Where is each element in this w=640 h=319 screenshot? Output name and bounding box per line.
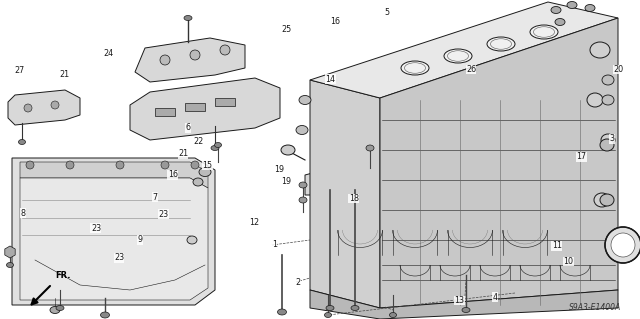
Ellipse shape bbox=[187, 236, 197, 244]
Polygon shape bbox=[20, 162, 208, 188]
Polygon shape bbox=[20, 178, 208, 300]
Polygon shape bbox=[310, 290, 618, 319]
Ellipse shape bbox=[587, 93, 603, 107]
Circle shape bbox=[160, 55, 170, 65]
Ellipse shape bbox=[600, 194, 614, 206]
Polygon shape bbox=[305, 155, 590, 195]
Text: 21: 21 bbox=[178, 149, 188, 158]
Bar bbox=[185, 103, 205, 111]
Ellipse shape bbox=[184, 16, 192, 20]
Text: 16: 16 bbox=[330, 17, 340, 26]
Text: 22: 22 bbox=[193, 137, 204, 146]
Ellipse shape bbox=[600, 139, 614, 151]
Text: 24: 24 bbox=[104, 49, 114, 58]
Ellipse shape bbox=[567, 2, 577, 9]
Ellipse shape bbox=[6, 263, 13, 268]
Circle shape bbox=[220, 45, 230, 55]
Ellipse shape bbox=[462, 308, 470, 313]
Ellipse shape bbox=[366, 145, 374, 151]
Ellipse shape bbox=[444, 49, 472, 63]
Ellipse shape bbox=[193, 178, 203, 186]
Ellipse shape bbox=[299, 95, 311, 105]
Circle shape bbox=[191, 161, 199, 169]
Ellipse shape bbox=[50, 307, 60, 314]
Circle shape bbox=[116, 161, 124, 169]
Ellipse shape bbox=[199, 167, 211, 176]
Ellipse shape bbox=[590, 42, 610, 58]
Text: 6: 6 bbox=[186, 123, 191, 132]
Text: 27: 27 bbox=[14, 66, 24, 75]
Ellipse shape bbox=[601, 134, 615, 146]
Text: 19: 19 bbox=[274, 165, 284, 174]
Text: 3: 3 bbox=[609, 134, 614, 143]
Circle shape bbox=[24, 104, 32, 112]
Text: 23: 23 bbox=[114, 253, 124, 262]
Polygon shape bbox=[130, 78, 280, 140]
Ellipse shape bbox=[56, 306, 64, 310]
Ellipse shape bbox=[551, 6, 561, 13]
Text: 16: 16 bbox=[168, 170, 178, 179]
Polygon shape bbox=[12, 158, 215, 305]
Ellipse shape bbox=[390, 313, 397, 317]
Ellipse shape bbox=[214, 143, 221, 147]
Polygon shape bbox=[8, 90, 80, 125]
Ellipse shape bbox=[594, 193, 610, 207]
Text: 14: 14 bbox=[325, 75, 335, 84]
Ellipse shape bbox=[602, 95, 614, 105]
Text: 1: 1 bbox=[272, 241, 277, 249]
Circle shape bbox=[66, 161, 74, 169]
Circle shape bbox=[26, 161, 34, 169]
Text: FR.: FR. bbox=[55, 271, 70, 280]
Ellipse shape bbox=[324, 313, 332, 317]
Ellipse shape bbox=[100, 312, 109, 318]
Bar bbox=[155, 108, 175, 116]
Text: 4: 4 bbox=[493, 293, 498, 302]
Ellipse shape bbox=[401, 61, 429, 75]
Circle shape bbox=[611, 233, 635, 257]
Ellipse shape bbox=[555, 19, 565, 26]
Circle shape bbox=[605, 227, 640, 263]
Text: S9A3-E1400A: S9A3-E1400A bbox=[569, 303, 621, 313]
Text: 8: 8 bbox=[20, 209, 26, 218]
Text: 7: 7 bbox=[152, 193, 157, 202]
Text: 19: 19 bbox=[282, 177, 292, 186]
Ellipse shape bbox=[602, 75, 614, 85]
Circle shape bbox=[190, 50, 200, 60]
Polygon shape bbox=[380, 18, 618, 308]
Text: 23: 23 bbox=[159, 210, 169, 219]
Text: 11: 11 bbox=[552, 241, 562, 250]
Text: 20: 20 bbox=[613, 65, 623, 74]
Circle shape bbox=[161, 161, 169, 169]
Text: 9: 9 bbox=[138, 235, 143, 244]
Text: 12: 12 bbox=[250, 218, 260, 227]
Text: 10: 10 bbox=[563, 257, 573, 266]
Ellipse shape bbox=[281, 145, 295, 155]
Ellipse shape bbox=[585, 4, 595, 11]
Ellipse shape bbox=[326, 306, 334, 310]
Polygon shape bbox=[310, 80, 380, 308]
Ellipse shape bbox=[299, 197, 307, 203]
Text: 5: 5 bbox=[384, 8, 389, 17]
Ellipse shape bbox=[211, 145, 219, 151]
Ellipse shape bbox=[487, 37, 515, 51]
Text: 18: 18 bbox=[349, 194, 359, 203]
Text: 26: 26 bbox=[466, 65, 476, 74]
Polygon shape bbox=[135, 38, 245, 82]
Circle shape bbox=[51, 101, 59, 109]
Ellipse shape bbox=[351, 306, 359, 310]
Bar bbox=[215, 98, 235, 106]
Text: 15: 15 bbox=[202, 161, 212, 170]
Polygon shape bbox=[310, 2, 618, 98]
Text: 25: 25 bbox=[282, 25, 292, 34]
Text: 21: 21 bbox=[59, 70, 69, 78]
Ellipse shape bbox=[296, 125, 308, 135]
Text: 13: 13 bbox=[454, 296, 465, 305]
Ellipse shape bbox=[299, 182, 307, 188]
Ellipse shape bbox=[278, 309, 287, 315]
Text: 23: 23 bbox=[91, 224, 101, 233]
Text: 2: 2 bbox=[296, 278, 301, 287]
Ellipse shape bbox=[19, 139, 26, 145]
Text: 17: 17 bbox=[576, 152, 586, 161]
Ellipse shape bbox=[530, 25, 558, 39]
